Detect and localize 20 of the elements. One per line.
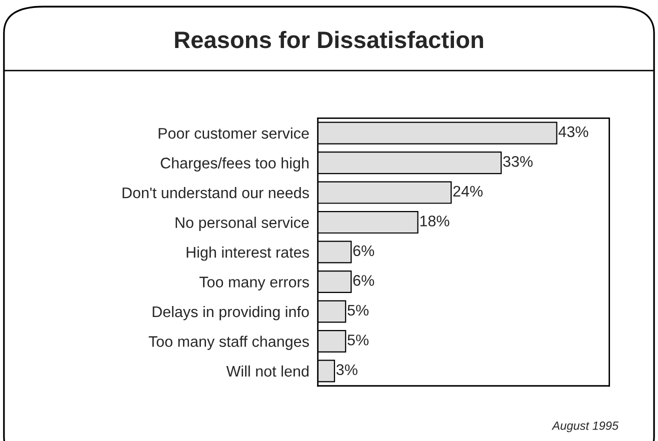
data-label: 24% bbox=[453, 186, 483, 197]
y-tick-label: High interest rates bbox=[186, 246, 309, 261]
data-label: 6% bbox=[353, 245, 374, 256]
data-label: 5% bbox=[348, 334, 369, 346]
y-tick-label: Charges/fees too high bbox=[160, 157, 308, 172]
chart-title: Reasons for Dissatisfaction bbox=[175, 30, 484, 48]
data-label: 33% bbox=[503, 156, 533, 167]
y-tick-label: Too many staff changes bbox=[148, 336, 309, 350]
data-label: 43% bbox=[558, 126, 588, 138]
data-label: 3% bbox=[336, 364, 358, 376]
text: August 1995 bbox=[552, 421, 619, 432]
data-label: 6% bbox=[353, 275, 374, 286]
y-tick-label: Don't understand our needs bbox=[122, 187, 309, 198]
y-tick-label: Too many errors bbox=[199, 276, 309, 290]
y-tick-label: Delays in providing info bbox=[152, 306, 309, 320]
y-tick-label: Will not lend bbox=[226, 365, 308, 377]
y-tick-label: No personal service bbox=[176, 216, 309, 231]
data-label: 5% bbox=[348, 304, 369, 316]
y-tick-label: Poor customer service bbox=[158, 128, 309, 139]
data-label: 18% bbox=[420, 216, 450, 226]
